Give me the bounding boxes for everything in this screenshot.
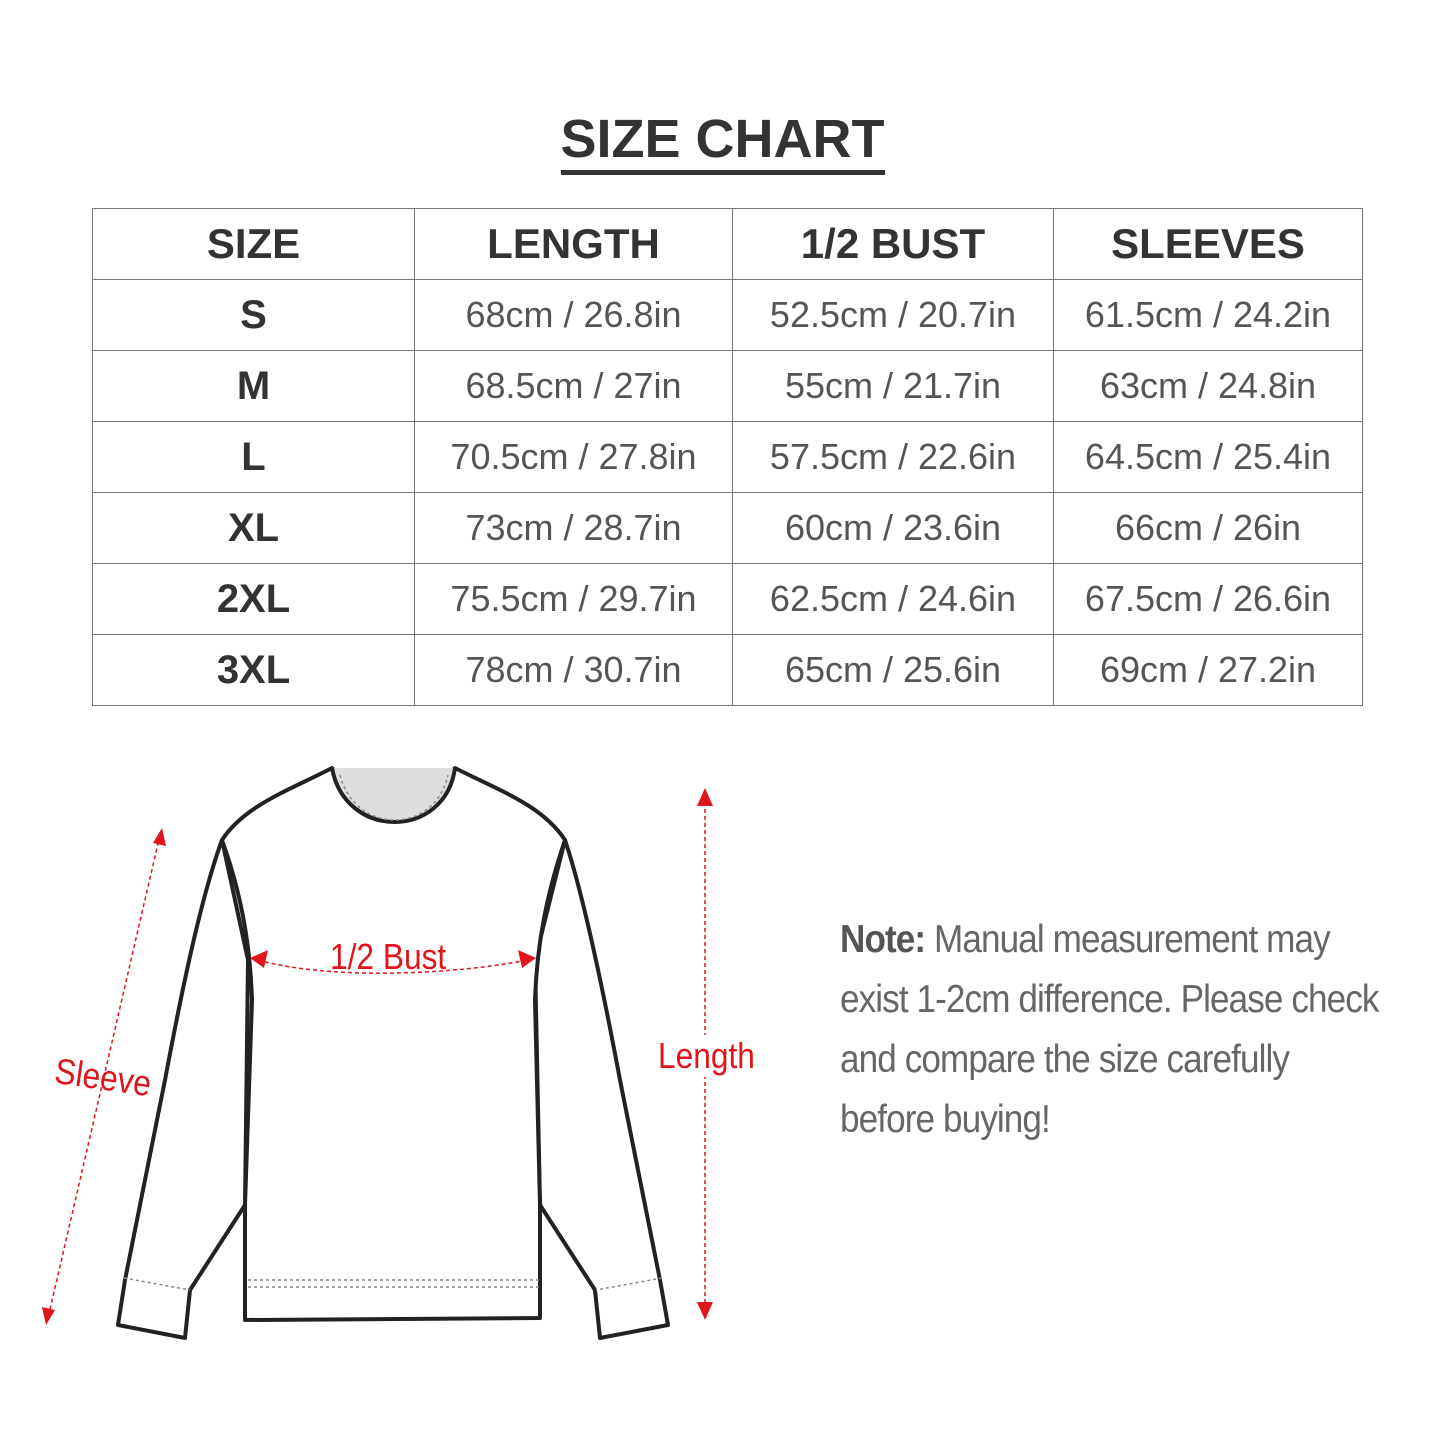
page-title: SIZE CHART	[0, 108, 1445, 175]
sleeve-arrow-up-icon	[153, 828, 166, 846]
measurement-cell: 78cm / 30.7in	[414, 634, 733, 706]
measurement-cell: 57.5cm / 22.6in	[732, 421, 1054, 493]
measurement-cell: 65cm / 25.6in	[732, 634, 1054, 706]
size-cell: 3XL	[92, 634, 415, 706]
measurement-cell: 61.5cm / 24.2in	[1053, 279, 1363, 351]
sleeve-arrow-down-icon	[42, 1307, 55, 1325]
note-prefix: Note:	[840, 918, 926, 961]
column-header: SLEEVES	[1053, 208, 1363, 280]
note: Note: Manual measurement may exist 1-2cm…	[840, 910, 1389, 1150]
measurement-cell: 73cm / 28.7in	[414, 492, 733, 564]
measurement-cell: 63cm / 24.8in	[1053, 350, 1363, 422]
measurement-cell: 67.5cm / 26.6in	[1053, 563, 1363, 635]
bust-arrow-left-icon	[250, 950, 268, 968]
measurement-cell: 75.5cm / 29.7in	[414, 563, 733, 635]
table-row: 3XL 78cm / 30.7in 65cm / 25.6in 69cm / 27.2…	[92, 634, 1363, 706]
column-header: SIZE	[92, 208, 415, 280]
table-header: SIZE LENGTH 1/2 BUST SLEEVES	[92, 208, 1363, 280]
measurement-cell: 52.5cm / 20.7in	[732, 279, 1054, 351]
table-row: XL 73cm / 28.7in 60cm / 23.6in 66cm / 26in	[92, 492, 1363, 564]
bust-label: 1/2 Bust	[330, 936, 447, 977]
measurement-cell: 70.5cm / 27.8in	[414, 421, 733, 493]
right-sleeve	[533, 838, 670, 1340]
measurement-cell: 60cm / 23.6in	[732, 492, 1054, 564]
length-arrow-up-icon	[697, 788, 713, 806]
bust-measure-line	[257, 959, 529, 974]
size-cell: 2XL	[92, 563, 415, 635]
measurement-cell: 69cm / 27.2in	[1053, 634, 1363, 706]
note-text: Manual measurement may exist 1-2cm diffe…	[840, 918, 1379, 1141]
length-label: Length	[658, 1035, 755, 1077]
table-row: S 68cm / 26.8in 52.5cm / 20.7in 61.5cm / 24…	[92, 279, 1363, 351]
size-cell: M	[92, 350, 415, 422]
measurement-cell: 64.5cm / 25.4in	[1053, 421, 1363, 493]
left-sleeve	[116, 838, 250, 1340]
measurement-cell: 55cm / 21.7in	[732, 350, 1054, 422]
table-row: L 70.5cm / 27.8in 57.5cm / 22.6in 64.5cm / …	[92, 421, 1363, 493]
measurement-cell: 62.5cm / 24.6in	[732, 563, 1054, 635]
bust-arrow-right-icon	[518, 950, 536, 968]
column-header: 1/2 BUST	[732, 208, 1054, 280]
length-arrow-down-icon	[697, 1302, 713, 1320]
sleeve-measure-line	[47, 834, 161, 1319]
size-table: SIZE LENGTH 1/2 BUST SLEEVES S 68cm / 26.8in…	[92, 208, 1363, 706]
table-row: 2XL 75.5cm / 29.7in 62.5cm / 24.6in 67.5cm …	[92, 563, 1363, 635]
table-row: M 68.5cm / 27in 55cm / 21.7in 63cm / 24.8in	[92, 350, 1363, 422]
sweater-body	[220, 766, 567, 1322]
size-cell: XL	[92, 492, 415, 564]
collar	[330, 767, 457, 824]
